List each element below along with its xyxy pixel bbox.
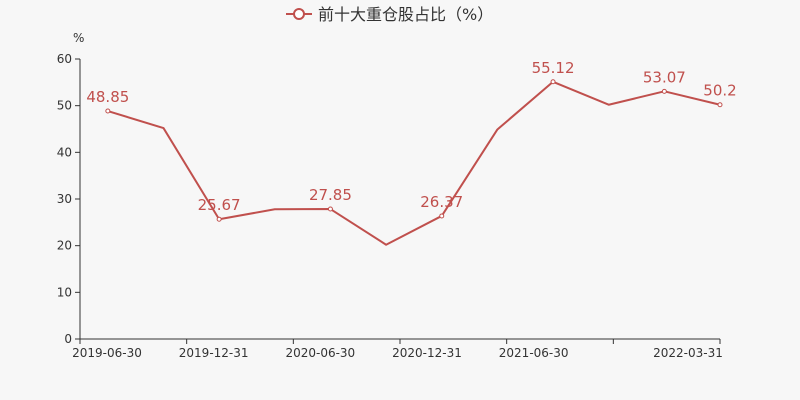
y-tick-label: 0 [64, 332, 72, 346]
x-axis: 2019-06-30 2019-12-31 2020-06-30 2020-12-31… [72, 338, 723, 360]
data-point-marker[interactable] [717, 102, 723, 108]
x-tick-label: 2019-06-30 [72, 346, 142, 360]
data-label: 53.07 [643, 68, 686, 86]
legend-label: 前十大重仓股占比（%） [318, 5, 493, 24]
y-tick-label: 10 [57, 285, 72, 299]
data-label: 48.85 [86, 88, 129, 106]
y-tick-label: 20 [57, 239, 72, 253]
data-labels: 48.85 25.67 27.85 26.37 55.12 53.07 50.2 [86, 59, 736, 214]
legend-marker-icon [293, 8, 305, 20]
data-label: 27.85 [309, 186, 352, 204]
data-label: 50.2 [703, 82, 736, 100]
data-label: 25.67 [198, 196, 241, 214]
y-tick-label: 60 [57, 52, 72, 66]
data-point-marker[interactable] [550, 79, 556, 85]
data-label: 55.12 [532, 59, 575, 77]
data-point-marker[interactable] [105, 108, 111, 114]
series-line [107, 80, 721, 246]
y-axis: 0 10 20 30 40 50 60 [57, 52, 81, 346]
y-axis-unit: % [73, 31, 84, 45]
data-point-marker[interactable] [216, 216, 222, 222]
x-tick-label: 2021-06-30 [499, 346, 569, 360]
x-tick-label: 2020-12-31 [392, 346, 462, 360]
data-label: 26.37 [420, 193, 463, 211]
data-point-marker[interactable] [327, 206, 333, 212]
y-tick-label: 40 [57, 145, 72, 159]
x-tick-label: 2020-06-30 [285, 346, 355, 360]
data-point-marker[interactable] [661, 88, 667, 94]
x-tick-label: 2019-12-31 [179, 346, 249, 360]
legend[interactable]: 前十大重仓股占比（%） [286, 5, 493, 24]
y-tick-label: 30 [57, 192, 72, 206]
y-tick-label: 50 [57, 99, 72, 113]
series-layer [105, 79, 723, 246]
x-tick-label: 2022-03-31 [653, 346, 723, 360]
data-point-marker[interactable] [439, 213, 445, 219]
